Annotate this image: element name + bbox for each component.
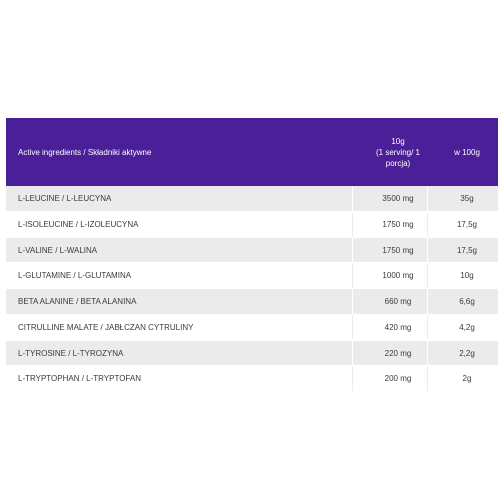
serving-amount: 1000 mg [382, 271, 414, 281]
ingredient-name: L-TYROSINE / L-TYROZYNA [18, 348, 124, 358]
header-per-100g: w 100g [454, 148, 480, 157]
header-serving-line2: (1 serving/ 1 [375, 148, 421, 157]
serving-amount: 3500 mg [382, 194, 414, 203]
table-row: CITRULLINE MALATE / JABŁCZAN CYTRULINY 4… [6, 313, 498, 340]
ingredient-name: L-ISOLEUCINE / L-IZOLEUCYNA [18, 219, 139, 229]
table-row: L-LEUCINE / L-LEUCYNA 3500 mg 35g [6, 186, 498, 211]
per-100g-amount: 35g [460, 194, 474, 203]
ingredient-name: BETA ALANINE / BETA ALANINA [18, 297, 137, 306]
table-row: L-ISOLEUCINE / L-IZOLEUCYNA 1750 mg 17,5… [6, 210, 498, 237]
header-serving-line1: 10g [391, 137, 405, 146]
table-row: L-TRYPTOPHAN / L-TRYPTOFAN 200 mg 2g [6, 365, 498, 391]
per-100g-amount: 4,2g [459, 322, 475, 332]
serving-amount: 1750 mg [382, 219, 414, 229]
per-100g-amount: 6,6g [459, 297, 475, 306]
header-active-ingredients: Active ingredients / Składniki aktywne [18, 148, 152, 157]
ingredient-name: L-VALINE / L-WALINA [18, 245, 98, 255]
per-100g-amount: 10g [460, 271, 474, 281]
serving-amount: 200 mg [384, 374, 412, 384]
per-100g-amount: 2,2g [459, 348, 475, 358]
table-row: L-VALINE / L-WALINA 1750 mg 17,5g [6, 236, 498, 263]
per-100g-amount: 17,5g [456, 245, 478, 255]
serving-amount: 660 mg [384, 297, 412, 306]
nutrition-table: Active ingredients / Składniki aktywne 1… [6, 118, 498, 391]
ingredient-name: L-LEUCINE / L-LEUCYNA [18, 194, 112, 203]
header-serving: 10g (1 serving/ 1 porcja) [356, 136, 440, 169]
table-row: L-GLUTAMINE / L-GLUTAMINA 1000 mg 10g [6, 262, 498, 288]
serving-amount: 420 mg [384, 322, 412, 332]
per-100g-amount: 2g [462, 374, 472, 384]
table-row: BETA ALANINE / BETA ALANINA 660 mg 6,6g [6, 288, 498, 314]
ingredient-name: CITRULLINE MALATE / JABŁCZAN CYTRULINY [18, 322, 194, 332]
table-row: L-TYROSINE / L-TYROZYNA 220 mg 2,2g [6, 339, 498, 366]
header-serving-line3: porcja) [385, 159, 411, 168]
ingredient-name: L-GLUTAMINE / L-GLUTAMINA [18, 271, 132, 281]
serving-amount: 1750 mg [382, 245, 414, 255]
table-header: Active ingredients / Składniki aktywne 1… [6, 118, 498, 186]
per-100g-amount: 17,5g [456, 219, 478, 229]
serving-amount: 220 mg [384, 348, 412, 358]
ingredient-name: L-TRYPTOPHAN / L-TRYPTOFAN [18, 374, 141, 384]
